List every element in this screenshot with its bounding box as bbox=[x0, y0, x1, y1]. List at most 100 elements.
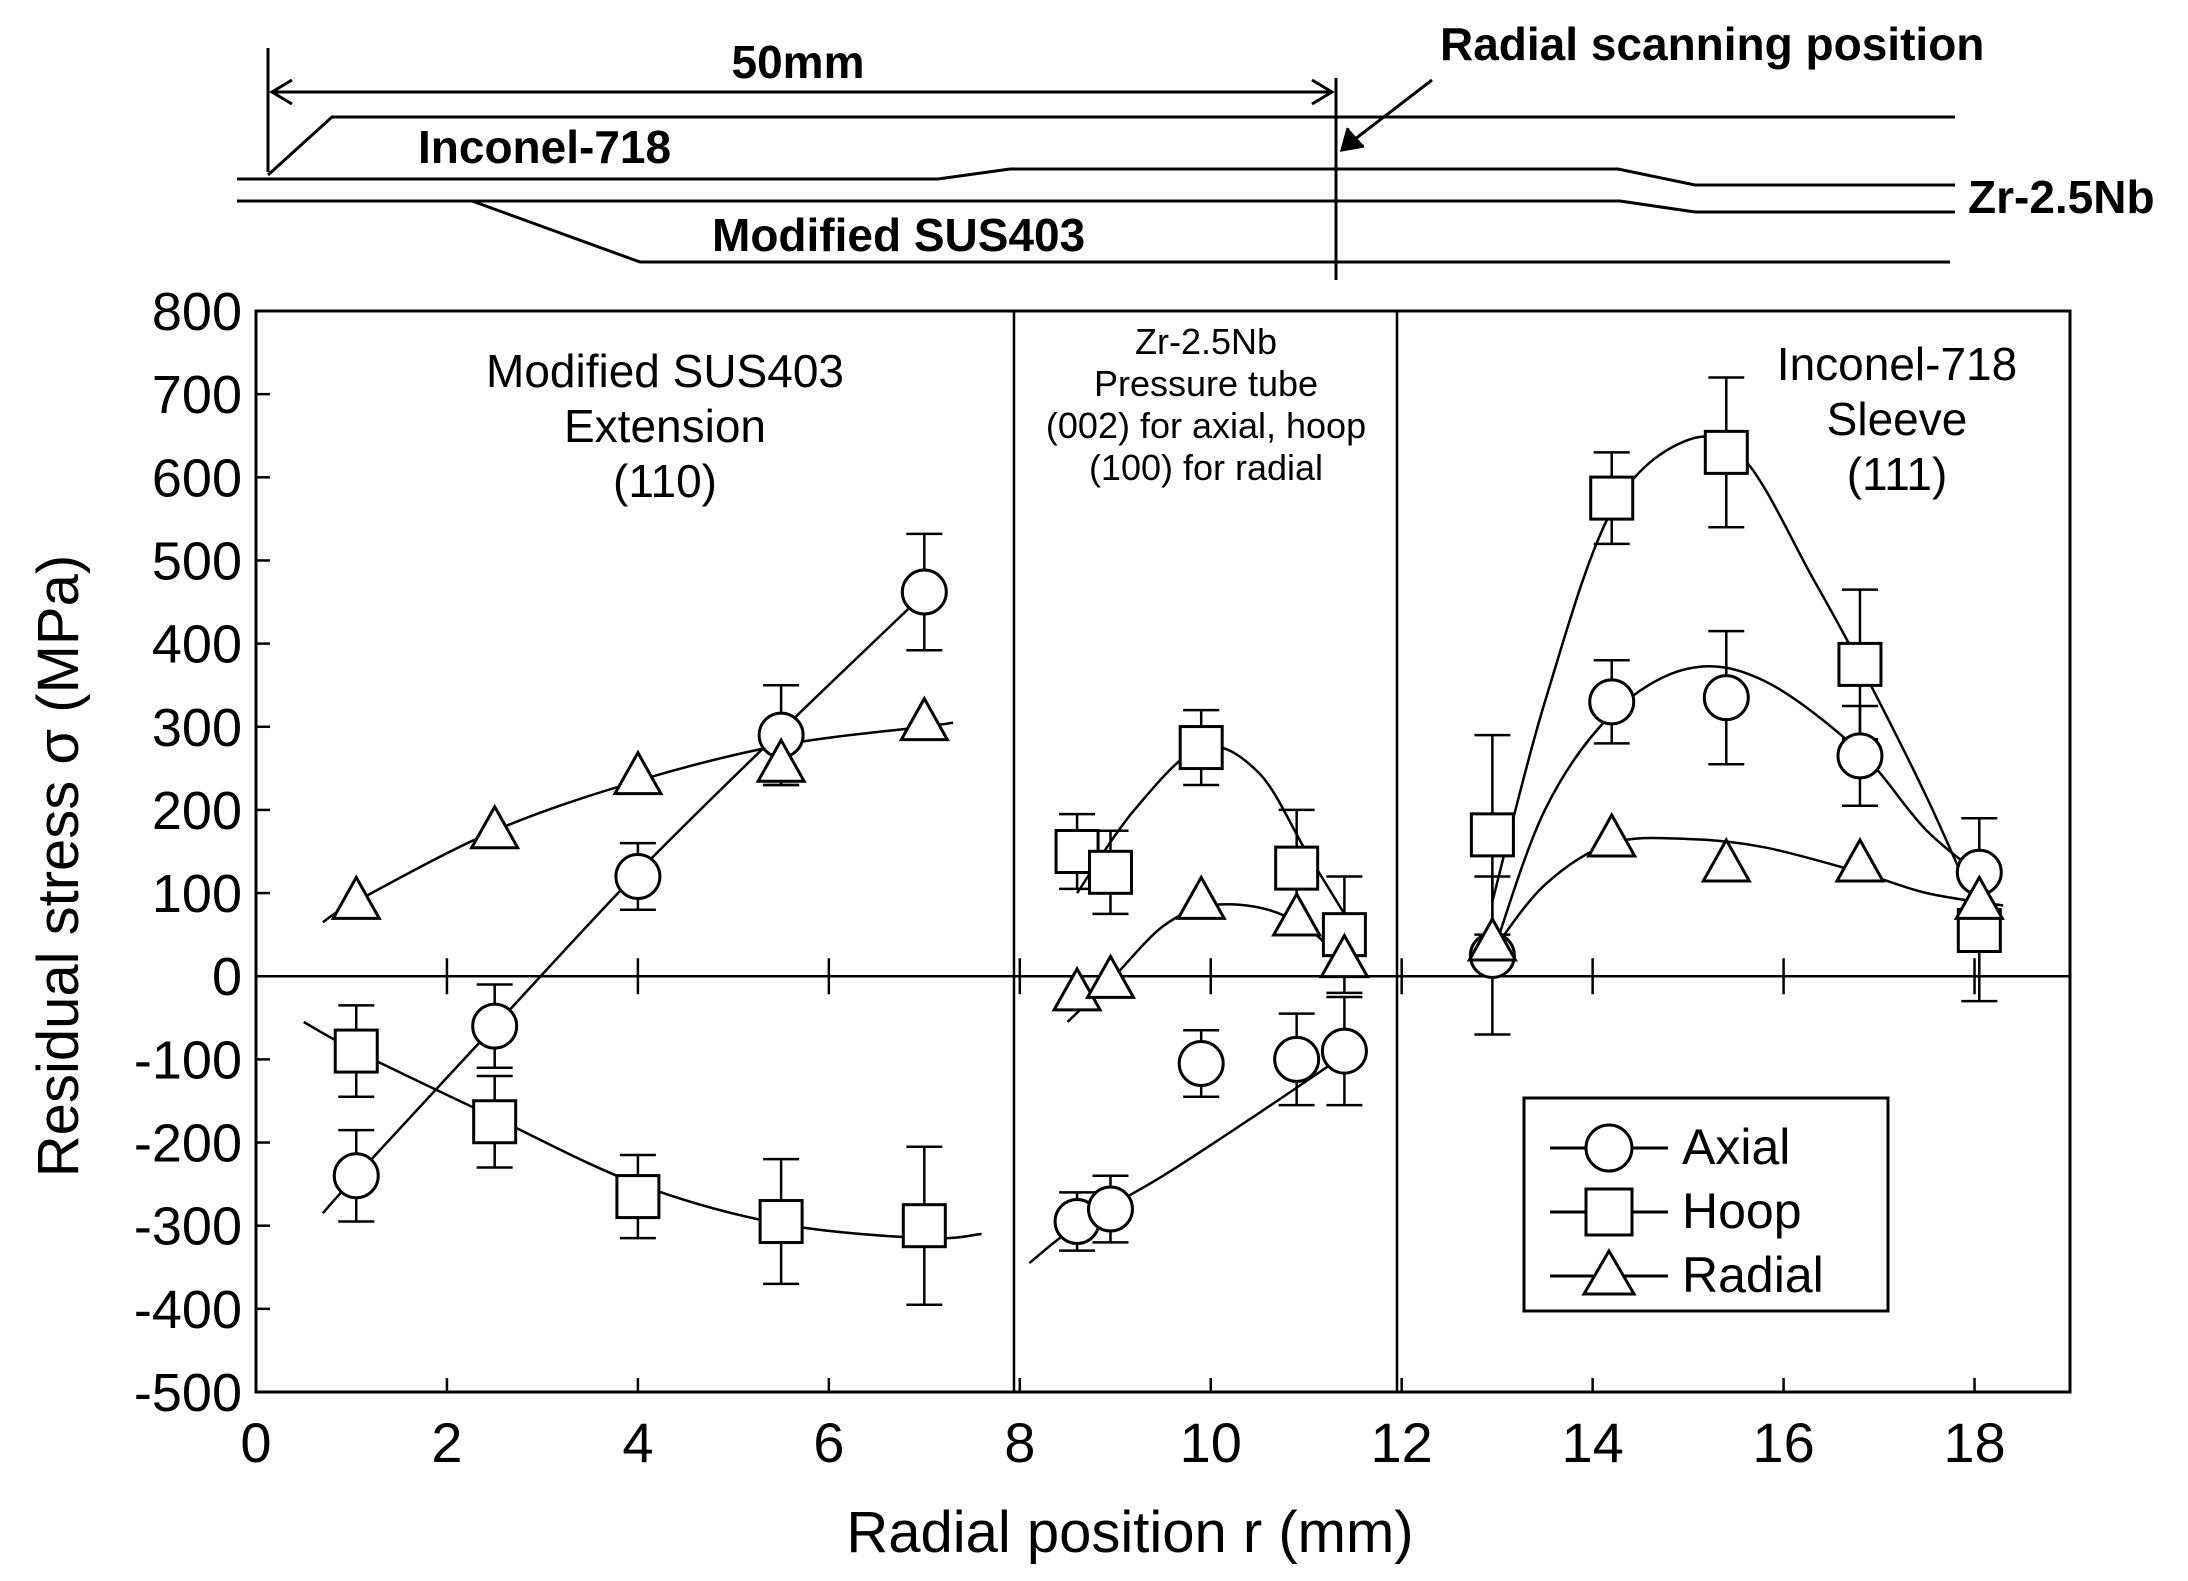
region-label-line: Inconel-718 bbox=[1777, 338, 2017, 390]
x-tick-label: 18 bbox=[1943, 1411, 2005, 1474]
region-label-zr: Zr-2.5Nb Pressure tube (002) for axial, … bbox=[1046, 321, 1366, 488]
scan-pointer-arrowhead bbox=[1339, 127, 1365, 152]
circle-marker-icon bbox=[1584, 1123, 1634, 1173]
hoop-point bbox=[615, 1174, 661, 1220]
y-tick-label: -200 bbox=[134, 1114, 242, 1174]
radial-point bbox=[1834, 836, 1886, 883]
hoop-point bbox=[1837, 641, 1883, 687]
y-tick-label: 400 bbox=[152, 615, 242, 675]
hoop-point bbox=[333, 1028, 379, 1074]
legend-label: Radial bbox=[1682, 1247, 1824, 1303]
y-axis-ticks: 800 700 600 500 400 300 200 100 0 -100 -200 -300 -40… bbox=[134, 282, 270, 1423]
region-label-line: (002) for axial, hoop bbox=[1046, 405, 1366, 446]
axial-point bbox=[1836, 732, 1884, 780]
hoop-point bbox=[901, 1203, 947, 1249]
axial-point bbox=[1702, 674, 1750, 722]
radial-point bbox=[755, 737, 807, 783]
hoop-point bbox=[472, 1099, 518, 1145]
region-label-line: (110) bbox=[613, 455, 717, 507]
zero-axis bbox=[254, 958, 2070, 995]
axial-fit-curve bbox=[321, 592, 926, 1215]
radial-point bbox=[1318, 932, 1370, 979]
hoop-point bbox=[1087, 849, 1133, 895]
radial-point bbox=[330, 874, 382, 920]
region-label-inconel: Inconel-718 Sleeve (111) bbox=[1777, 338, 2017, 500]
legend-label: Hoop bbox=[1682, 1183, 1802, 1239]
square-marker-icon bbox=[1584, 1187, 1634, 1237]
axial-point bbox=[900, 568, 948, 616]
axial-point bbox=[1320, 1027, 1368, 1075]
radial-point bbox=[1700, 836, 1752, 883]
hoop-point bbox=[1178, 725, 1224, 771]
y-tick-label: 700 bbox=[152, 365, 242, 425]
radial-point bbox=[612, 749, 664, 796]
hoop-point bbox=[1589, 475, 1635, 521]
x-tick-label: 8 bbox=[1004, 1411, 1035, 1474]
inconel-label: Inconel-718 bbox=[418, 121, 671, 173]
zr-inner-line bbox=[237, 199, 1955, 214]
y-tick-label: -100 bbox=[134, 1030, 242, 1090]
radial-point bbox=[1586, 811, 1638, 858]
plot-frame bbox=[254, 309, 2072, 1394]
x-axis-ticks: 0 2 4 6 8 10 12 14 16 18 bbox=[240, 1378, 2006, 1474]
axial-point bbox=[614, 852, 662, 900]
scan-pointer-arrow-line bbox=[1345, 78, 1433, 148]
hoop-point bbox=[758, 1199, 804, 1245]
y-tick-label: 600 bbox=[152, 448, 242, 508]
region-label-line: Extension bbox=[564, 400, 766, 452]
axial-fit-curve bbox=[1491, 665, 1995, 956]
y-tick-label: 0 bbox=[212, 947, 242, 1007]
radial-point bbox=[1466, 915, 1518, 962]
y-tick-label: 800 bbox=[152, 282, 242, 342]
dimension-arrow-right bbox=[1311, 78, 1335, 106]
axial-point bbox=[471, 1002, 519, 1050]
zr-outer-line bbox=[237, 167, 1955, 187]
hoop-point bbox=[1703, 429, 1749, 475]
axial-point bbox=[1588, 678, 1636, 726]
region-label-line: Pressure tube bbox=[1094, 363, 1318, 404]
radial-point bbox=[898, 695, 950, 742]
axial-point bbox=[1273, 1035, 1321, 1083]
region-label-line: (111) bbox=[1847, 448, 1948, 500]
y-tick-label: 200 bbox=[152, 781, 242, 841]
hoop-point bbox=[1274, 845, 1320, 891]
axial-point bbox=[332, 1152, 380, 1200]
radial-point bbox=[1271, 890, 1323, 937]
x-tick-label: 16 bbox=[1752, 1411, 1814, 1474]
x-tick-label: 10 bbox=[1180, 1411, 1242, 1474]
joint-schematic bbox=[237, 48, 1955, 280]
triangle-marker-icon bbox=[1581, 1248, 1637, 1296]
legend-item-hoop: Hoop bbox=[1550, 1183, 1802, 1239]
y-tick-label: -500 bbox=[134, 1363, 242, 1423]
legend-label: Axial bbox=[1682, 1119, 1790, 1175]
sus-outer-line bbox=[471, 199, 1950, 264]
x-axis-label: Radial position r (mm) bbox=[846, 1500, 1413, 1565]
legend: Axial Hoop Radial bbox=[1522, 1096, 1890, 1313]
axial-point bbox=[1086, 1185, 1134, 1233]
region-label-line: (100) for radial bbox=[1089, 447, 1323, 488]
y-tick-label: 500 bbox=[152, 531, 242, 591]
y-tick-label: -400 bbox=[134, 1280, 242, 1340]
y-tick-label: 300 bbox=[152, 698, 242, 758]
legend-item-radial: Radial bbox=[1550, 1247, 1824, 1303]
x-tick-label: 14 bbox=[1561, 1411, 1623, 1474]
region-label-line: Sleeve bbox=[1827, 393, 1968, 445]
radial-fit-curve bbox=[1491, 836, 2004, 953]
radial-point bbox=[1953, 874, 2005, 920]
region-label-line: Zr-2.5Nb bbox=[1135, 321, 1277, 362]
inconel-outer-line bbox=[266, 115, 1955, 177]
x-tick-label: 12 bbox=[1371, 1411, 1433, 1474]
dimension-arrow-left bbox=[269, 78, 293, 106]
radial-point bbox=[1084, 953, 1137, 999]
y-tick-label: -300 bbox=[134, 1197, 242, 1257]
radial-point bbox=[469, 803, 521, 850]
sus-label: Modified SUS403 bbox=[712, 209, 1085, 261]
axial-point bbox=[1177, 1040, 1225, 1088]
region-label-line: Modified SUS403 bbox=[486, 345, 844, 397]
zr-label: Zr-2.5Nb bbox=[1968, 171, 2155, 223]
legend-item-axial: Axial bbox=[1550, 1119, 1790, 1175]
y-tick-label: 100 bbox=[152, 864, 242, 924]
scan-position-label: Radial scanning position bbox=[1440, 18, 1984, 70]
x-tick-label: 0 bbox=[240, 1411, 271, 1474]
